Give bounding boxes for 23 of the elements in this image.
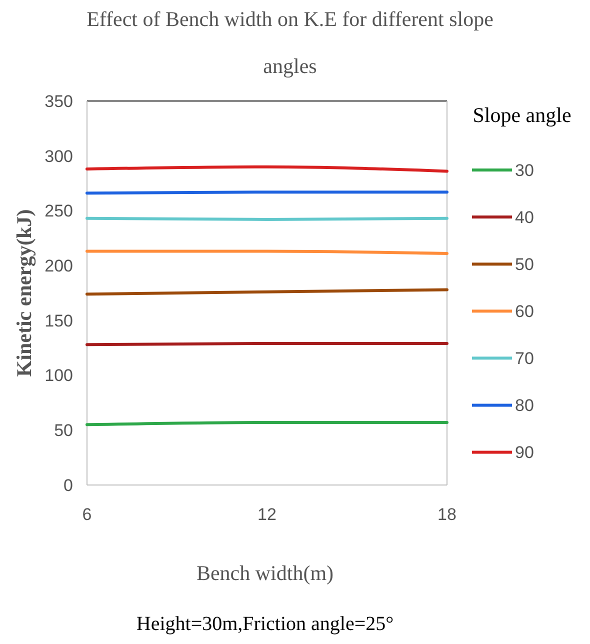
y-tick-label: 50 xyxy=(54,421,73,440)
y-tick-label: 100 xyxy=(44,366,73,386)
legend-label: 90 xyxy=(515,443,534,462)
x-tick-label: 6 xyxy=(82,505,92,524)
legend-title: Slope angle xyxy=(472,103,572,127)
x-tick-label: 18 xyxy=(438,505,456,524)
legend-label: 60 xyxy=(515,302,534,322)
y-tick-label: 150 xyxy=(44,311,73,330)
y-axis-title: Kinetic energy(kJ) xyxy=(12,209,36,377)
y-tick-label: 350 xyxy=(44,92,73,111)
y-tick-label: 200 xyxy=(44,256,73,276)
legend-label: 40 xyxy=(515,208,534,227)
legend-label: 80 xyxy=(515,396,534,416)
x-axis-title: Bench width(m) xyxy=(196,561,334,585)
legend-label: 50 xyxy=(515,255,534,274)
legend-label: 70 xyxy=(515,349,534,368)
legend-label: 30 xyxy=(515,160,534,180)
y-tick-label: 250 xyxy=(44,202,73,221)
text: Height=30m,Friction angle=25° xyxy=(136,613,394,635)
x-tick-label: 12 xyxy=(258,505,276,524)
chart-title: Effect of Bench width on K.E for different slope angles xyxy=(86,7,494,78)
y-tick-label: 0 xyxy=(64,476,73,495)
y-tick-label: 300 xyxy=(44,146,73,166)
